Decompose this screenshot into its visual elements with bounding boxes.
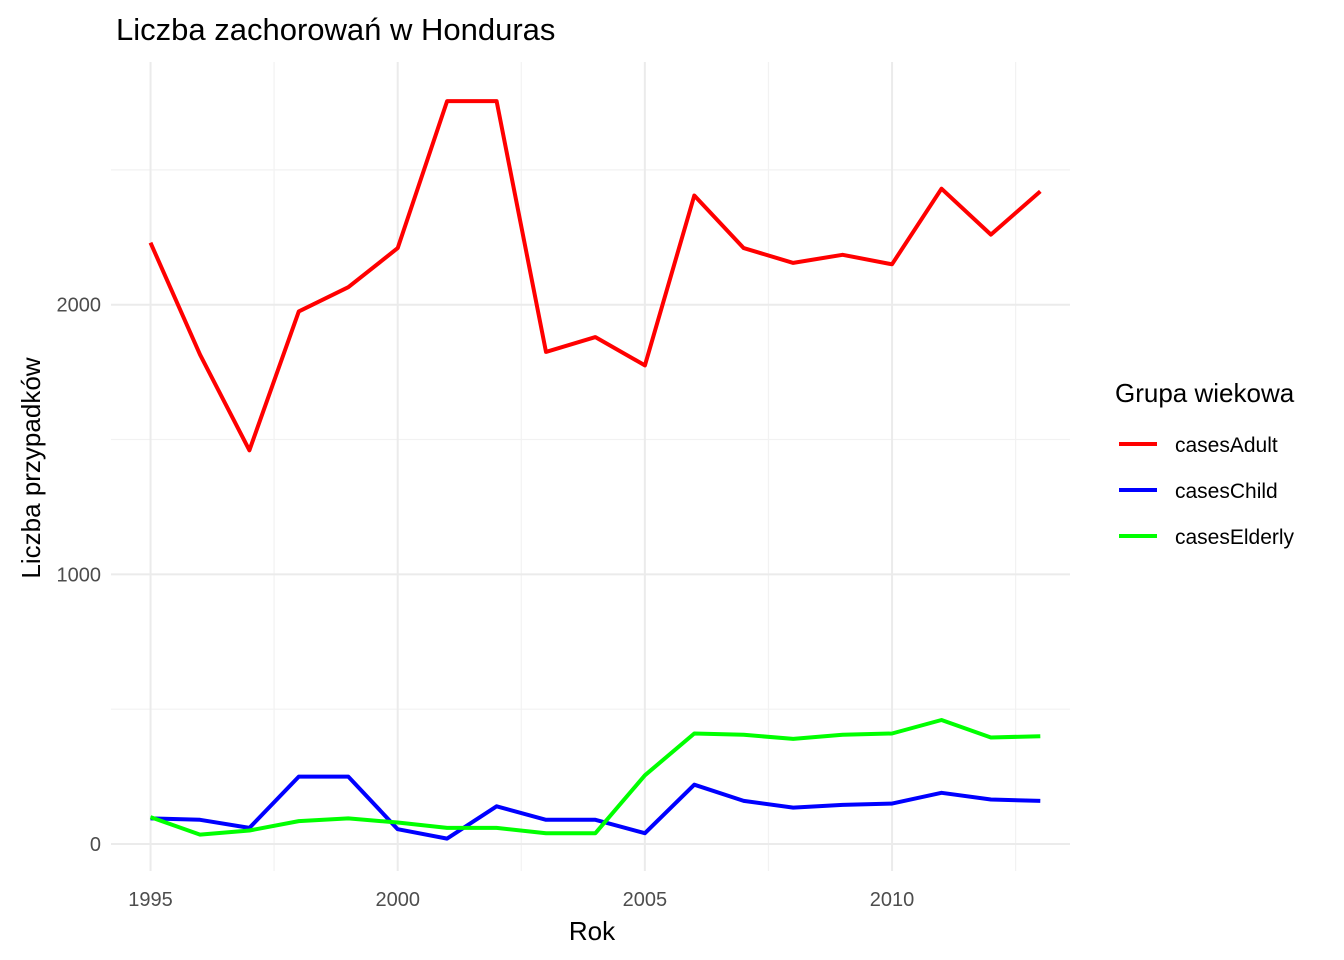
- x-axis-title: Rok: [569, 916, 616, 946]
- legend-items: casesAdult casesChild casesElderly: [1119, 434, 1295, 549]
- x-tick-label: 2005: [623, 889, 668, 911]
- x-tick-label: 2010: [870, 889, 915, 911]
- series-line-casesAdult: [148, 99, 1042, 453]
- legend-label-casesAdult: casesAdult: [1175, 434, 1278, 457]
- legend-title: Grupa wiekowa: [1115, 378, 1295, 408]
- y-tick-label: 2000: [57, 295, 102, 317]
- x-axis-ticks: 1995 2000 2005 2010: [128, 889, 914, 911]
- legend-label-casesChild: casesChild: [1175, 480, 1278, 503]
- y-tick-label: 1000: [57, 564, 102, 586]
- y-tick-label: 0: [90, 834, 101, 856]
- series-lines: [148, 99, 1042, 841]
- minor-gridlines: [111, 62, 1070, 871]
- chart-title: Liczba zachorowań w Honduras: [116, 12, 555, 47]
- series-line-casesChild: [150, 774, 1041, 841]
- legend: Grupa wiekowa casesAdult casesChild casesE…: [1115, 378, 1295, 549]
- legend-label-casesElderly: casesElderly: [1175, 526, 1295, 549]
- y-axis-ticks: 0 1000 2000: [57, 295, 102, 856]
- major-gridlines: [111, 62, 1070, 871]
- x-tick-label: 1995: [128, 889, 173, 911]
- y-axis-title: Liczba przypadków: [16, 357, 46, 578]
- series-line-casesElderly: [149, 718, 1041, 837]
- x-tick-label: 2000: [375, 889, 420, 911]
